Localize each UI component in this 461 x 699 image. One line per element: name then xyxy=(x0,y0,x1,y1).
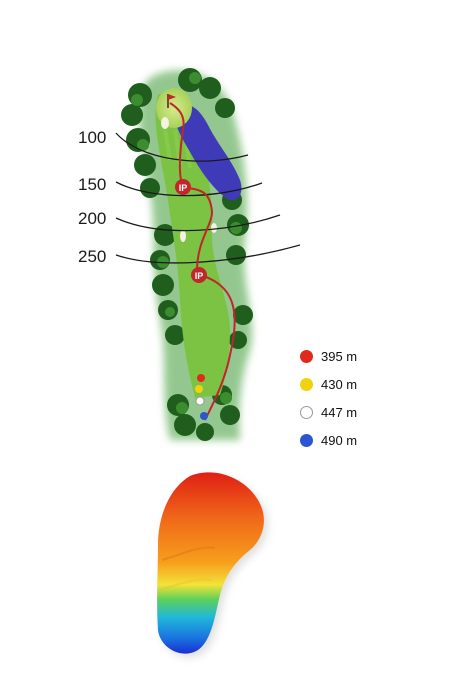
arc-250 xyxy=(115,244,301,264)
arc-150 xyxy=(115,181,263,197)
red-tee-dot xyxy=(300,349,313,363)
legend-label: 395 m xyxy=(321,348,358,364)
arc-100 xyxy=(115,132,249,162)
distance-arcs xyxy=(115,132,301,264)
heatmap-shape xyxy=(157,472,264,654)
tee-markers-map xyxy=(195,374,208,420)
legend-label: 447 m xyxy=(321,404,358,420)
legend-label: 490 m xyxy=(321,432,358,448)
distance-label-150: 150 xyxy=(78,175,106,194)
ip-label: IP xyxy=(179,183,188,193)
legend-item-white: 447 m xyxy=(300,398,357,426)
green-elevation-map xyxy=(157,472,268,658)
flag-icon xyxy=(167,94,176,108)
tree-clusters xyxy=(121,68,253,441)
legend-item-red: 395 m xyxy=(300,342,357,370)
blue-tee-dot xyxy=(300,433,313,447)
yellow-tee-dot xyxy=(300,377,313,391)
ip-marker-2: IP xyxy=(191,267,207,283)
ip-marker-1: IP xyxy=(175,179,191,195)
ip-label: IP xyxy=(195,271,204,281)
water-hazard xyxy=(175,105,242,201)
fairway xyxy=(155,93,230,398)
bunkers xyxy=(161,117,217,242)
shot-route xyxy=(169,102,236,421)
legend-item-blue: 490 m xyxy=(300,426,357,454)
legend-item-yellow: 430 m xyxy=(300,370,357,398)
distance-label-250: 250 xyxy=(78,247,106,266)
distance-label-100: 100 xyxy=(78,128,106,147)
tee-legend: 395 m 430 m 447 m 490 m xyxy=(300,342,357,454)
legend-label: 430 m xyxy=(321,376,358,392)
white-tee-dot xyxy=(300,405,313,419)
distance-label-200: 200 xyxy=(78,209,106,228)
arc-200 xyxy=(115,214,281,232)
